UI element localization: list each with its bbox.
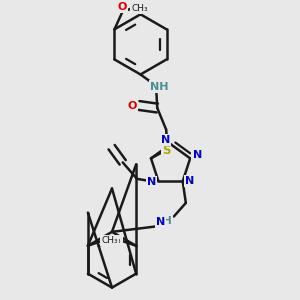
Text: O: O bbox=[128, 100, 137, 110]
Text: N: N bbox=[185, 176, 194, 186]
Text: NH: NH bbox=[150, 82, 168, 92]
Text: CH₃: CH₃ bbox=[105, 236, 122, 244]
Text: S: S bbox=[162, 144, 170, 157]
Text: N: N bbox=[147, 177, 156, 187]
Text: H: H bbox=[163, 216, 172, 226]
Text: O: O bbox=[118, 2, 127, 12]
Text: CH₃: CH₃ bbox=[131, 4, 148, 13]
Text: N: N bbox=[156, 217, 165, 227]
Text: N: N bbox=[161, 135, 170, 145]
Text: N: N bbox=[193, 150, 202, 160]
Text: CH₃: CH₃ bbox=[101, 236, 118, 244]
